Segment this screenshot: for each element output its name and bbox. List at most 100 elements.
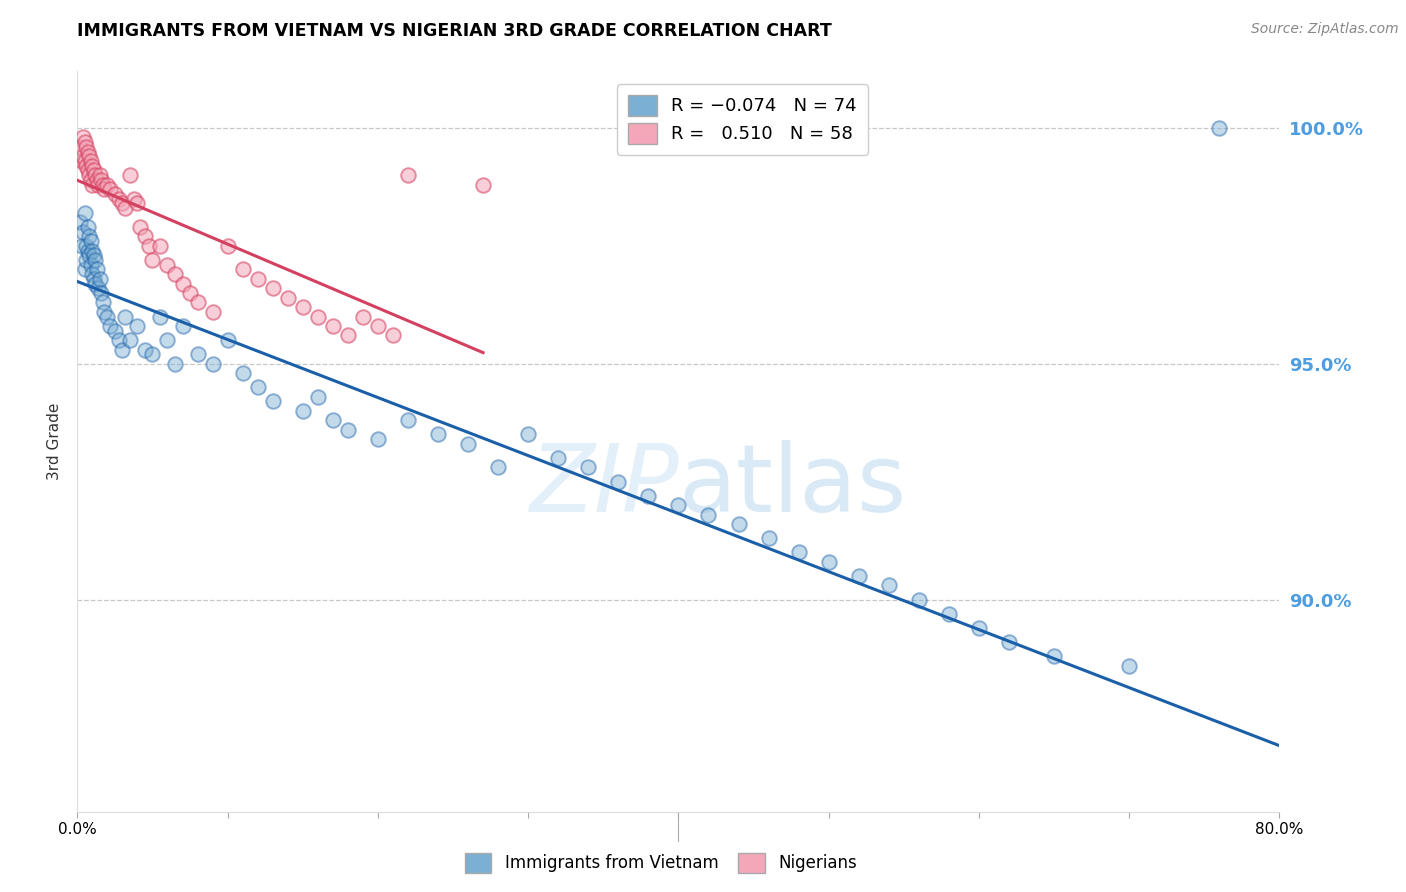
Point bbox=[111, 196, 134, 211]
Point bbox=[232, 366, 254, 380]
Point bbox=[1043, 649, 1066, 664]
Text: Source: ZipAtlas.com: Source: ZipAtlas.com bbox=[1251, 22, 1399, 37]
Point bbox=[141, 347, 163, 361]
Point bbox=[69, 215, 91, 229]
Point bbox=[72, 149, 94, 163]
Point bbox=[727, 517, 749, 532]
Point bbox=[817, 555, 839, 569]
Point bbox=[89, 168, 111, 182]
Point bbox=[80, 153, 103, 168]
Point bbox=[352, 310, 374, 324]
Point bbox=[758, 531, 780, 545]
Point bbox=[607, 475, 630, 489]
Point bbox=[75, 140, 97, 154]
Point bbox=[82, 267, 104, 281]
Point bbox=[76, 145, 98, 159]
Point bbox=[127, 318, 149, 333]
Point bbox=[75, 159, 97, 173]
Point bbox=[322, 318, 344, 333]
Point bbox=[80, 258, 103, 272]
Point bbox=[73, 262, 96, 277]
Point bbox=[72, 225, 94, 239]
Point bbox=[96, 178, 118, 192]
Point bbox=[118, 168, 141, 182]
Point bbox=[262, 281, 284, 295]
Point bbox=[156, 258, 179, 272]
Point bbox=[87, 178, 110, 192]
Point bbox=[134, 229, 156, 244]
Point bbox=[79, 229, 101, 244]
Point bbox=[84, 277, 107, 291]
Point bbox=[90, 173, 112, 187]
Point bbox=[291, 404, 314, 418]
Point bbox=[93, 182, 115, 196]
Point bbox=[104, 324, 127, 338]
Point bbox=[307, 390, 329, 404]
Point bbox=[427, 427, 450, 442]
Point bbox=[486, 460, 509, 475]
Point bbox=[457, 437, 479, 451]
Point bbox=[75, 252, 97, 267]
Point bbox=[89, 272, 111, 286]
Point bbox=[967, 621, 990, 635]
Point bbox=[72, 130, 94, 145]
Point bbox=[100, 318, 122, 333]
Point bbox=[848, 569, 870, 583]
Point bbox=[172, 277, 194, 291]
Point bbox=[82, 159, 104, 173]
Point bbox=[91, 295, 114, 310]
Point bbox=[70, 153, 93, 168]
Point bbox=[104, 186, 127, 201]
Point bbox=[262, 394, 284, 409]
Point bbox=[472, 178, 495, 192]
Point bbox=[336, 423, 359, 437]
Point bbox=[291, 300, 314, 314]
Point bbox=[114, 201, 136, 215]
Point bbox=[172, 318, 194, 333]
Point bbox=[576, 460, 599, 475]
Point bbox=[76, 163, 98, 178]
Point bbox=[367, 432, 389, 446]
Point bbox=[108, 333, 131, 347]
Point bbox=[73, 153, 96, 168]
Point bbox=[83, 163, 105, 178]
Point bbox=[217, 239, 239, 253]
Point bbox=[86, 262, 108, 277]
Point bbox=[86, 173, 108, 187]
Point bbox=[396, 168, 419, 182]
Point bbox=[201, 357, 224, 371]
Point bbox=[73, 135, 96, 149]
Point bbox=[73, 206, 96, 220]
Point bbox=[127, 196, 149, 211]
Point bbox=[908, 592, 931, 607]
Point bbox=[129, 219, 152, 234]
Point bbox=[149, 239, 172, 253]
Text: ZIP: ZIP bbox=[529, 441, 679, 532]
Point bbox=[149, 310, 172, 324]
Point bbox=[76, 219, 98, 234]
Point bbox=[517, 427, 540, 442]
Point bbox=[108, 192, 131, 206]
Point bbox=[381, 328, 404, 343]
Point bbox=[118, 333, 141, 347]
Point bbox=[217, 333, 239, 347]
Point bbox=[69, 140, 91, 154]
Point bbox=[187, 295, 209, 310]
Text: atlas: atlas bbox=[679, 440, 907, 532]
Point bbox=[141, 252, 163, 267]
Y-axis label: 3rd Grade: 3rd Grade bbox=[46, 403, 62, 480]
Point bbox=[697, 508, 720, 522]
Point bbox=[367, 318, 389, 333]
Point bbox=[201, 305, 224, 319]
Point bbox=[938, 607, 960, 621]
Point bbox=[80, 173, 103, 187]
Point bbox=[1118, 658, 1140, 673]
Point bbox=[1208, 120, 1230, 135]
Point bbox=[322, 413, 344, 427]
Point bbox=[75, 239, 97, 253]
Point bbox=[79, 149, 101, 163]
Point bbox=[336, 328, 359, 343]
Point bbox=[277, 291, 299, 305]
Point bbox=[79, 168, 101, 182]
Point bbox=[79, 248, 101, 262]
